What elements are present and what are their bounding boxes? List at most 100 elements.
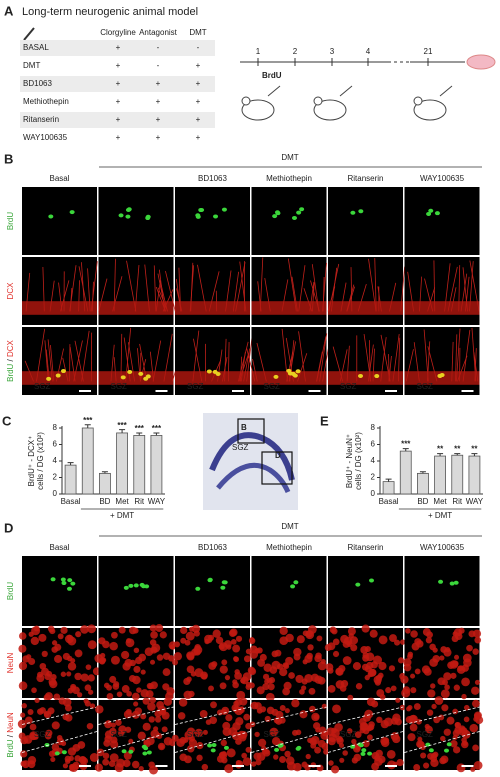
nucleus bbox=[390, 685, 397, 692]
table-row-bg bbox=[20, 40, 215, 56]
brdu-cell bbox=[286, 368, 292, 373]
column-label: WAY100635 bbox=[420, 543, 465, 552]
micrograph-bg bbox=[328, 187, 403, 255]
nucleus bbox=[84, 684, 92, 692]
column-label: BD1063 bbox=[198, 543, 227, 552]
nucleus bbox=[262, 673, 270, 680]
nucleus bbox=[416, 640, 424, 648]
nucleus bbox=[461, 740, 469, 749]
sgz-boundary bbox=[404, 706, 480, 725]
nucleus bbox=[440, 689, 450, 699]
nucleus bbox=[110, 655, 120, 665]
nucleus bbox=[67, 636, 77, 646]
brdu-cell bbox=[206, 369, 212, 374]
x-tick-label: Met bbox=[433, 497, 447, 506]
table-cell: + bbox=[116, 43, 121, 52]
nucleus bbox=[279, 705, 286, 711]
y-tick-label: 4 bbox=[53, 456, 58, 465]
nucleus bbox=[76, 692, 83, 698]
panel-letter: D bbox=[4, 520, 13, 535]
brdu-cell bbox=[434, 211, 440, 216]
nucleus bbox=[194, 728, 203, 738]
panel-letter: A bbox=[4, 3, 14, 18]
nucleus bbox=[54, 654, 63, 663]
nucleus bbox=[439, 757, 447, 765]
nucleus bbox=[18, 661, 28, 671]
nucleus bbox=[149, 765, 158, 775]
nucleus bbox=[142, 722, 151, 731]
nucleus bbox=[249, 650, 259, 659]
micrograph: SGZ bbox=[98, 327, 183, 395]
micrograph bbox=[175, 187, 250, 255]
nucleus bbox=[451, 660, 459, 668]
nucleus bbox=[179, 736, 187, 745]
cell-layer bbox=[22, 371, 97, 385]
nucleus bbox=[248, 667, 257, 676]
nucleus bbox=[110, 740, 119, 749]
nucleus bbox=[186, 665, 195, 674]
brdu-cell bbox=[69, 210, 75, 215]
nucleus bbox=[461, 677, 470, 687]
nucleus bbox=[446, 716, 455, 725]
row-label: NeuN bbox=[6, 653, 15, 674]
nucleus bbox=[423, 762, 430, 769]
nucleus bbox=[282, 662, 289, 668]
table-cell: + bbox=[116, 133, 121, 142]
nucleus bbox=[302, 659, 308, 665]
nucleus bbox=[102, 758, 110, 766]
nucleus bbox=[413, 764, 421, 771]
table-cell: + bbox=[156, 133, 161, 142]
brdu-cell bbox=[360, 751, 366, 756]
nucleus bbox=[242, 757, 252, 766]
significance: *** bbox=[152, 424, 162, 433]
nucleus bbox=[133, 647, 140, 654]
micrograph bbox=[22, 257, 98, 325]
micrograph bbox=[400, 627, 482, 700]
nucleus bbox=[125, 708, 132, 715]
nucleus bbox=[402, 686, 411, 694]
nucleus bbox=[309, 705, 316, 713]
nucleus bbox=[235, 635, 243, 642]
cell-layer bbox=[251, 301, 327, 315]
cell-layer bbox=[328, 301, 403, 315]
nucleus bbox=[50, 673, 57, 681]
nucleus bbox=[233, 700, 239, 707]
nucleus bbox=[417, 741, 425, 749]
nucleus bbox=[373, 655, 383, 665]
nucleus bbox=[410, 673, 416, 679]
nucleus bbox=[235, 759, 242, 766]
nucleus bbox=[352, 662, 362, 671]
nucleus bbox=[95, 705, 104, 714]
nucleus bbox=[224, 675, 231, 681]
nucleus bbox=[125, 638, 135, 648]
cell-layer bbox=[98, 301, 174, 315]
nucleus bbox=[259, 706, 267, 713]
nucleus bbox=[185, 631, 195, 641]
nucleus bbox=[194, 668, 204, 678]
table-cell: + bbox=[116, 97, 121, 106]
significance: *** bbox=[117, 421, 127, 430]
region-label: SGZ bbox=[111, 730, 128, 739]
error-bar bbox=[119, 429, 126, 433]
nucleus bbox=[378, 635, 388, 645]
nucleus bbox=[235, 717, 244, 726]
nucleus bbox=[137, 731, 146, 740]
y-tick-label: 8 bbox=[53, 423, 58, 432]
nucleus bbox=[221, 659, 228, 666]
brdu-cell bbox=[296, 210, 302, 215]
y-tick-label: 0 bbox=[53, 489, 58, 498]
nucleus bbox=[327, 684, 336, 693]
nucleus bbox=[174, 641, 180, 648]
table-cell: - bbox=[157, 61, 160, 70]
nucleus bbox=[339, 685, 347, 692]
micrograph: SGZ bbox=[246, 327, 333, 395]
nucleus bbox=[452, 631, 458, 637]
nucleus bbox=[355, 683, 363, 690]
nucleus bbox=[273, 754, 279, 760]
brdu-cell bbox=[125, 207, 131, 212]
nucleus bbox=[140, 713, 147, 720]
brdu-cell bbox=[296, 745, 302, 750]
brdu-cell bbox=[438, 579, 444, 584]
nucleus bbox=[62, 763, 69, 769]
table-cell: + bbox=[156, 97, 161, 106]
